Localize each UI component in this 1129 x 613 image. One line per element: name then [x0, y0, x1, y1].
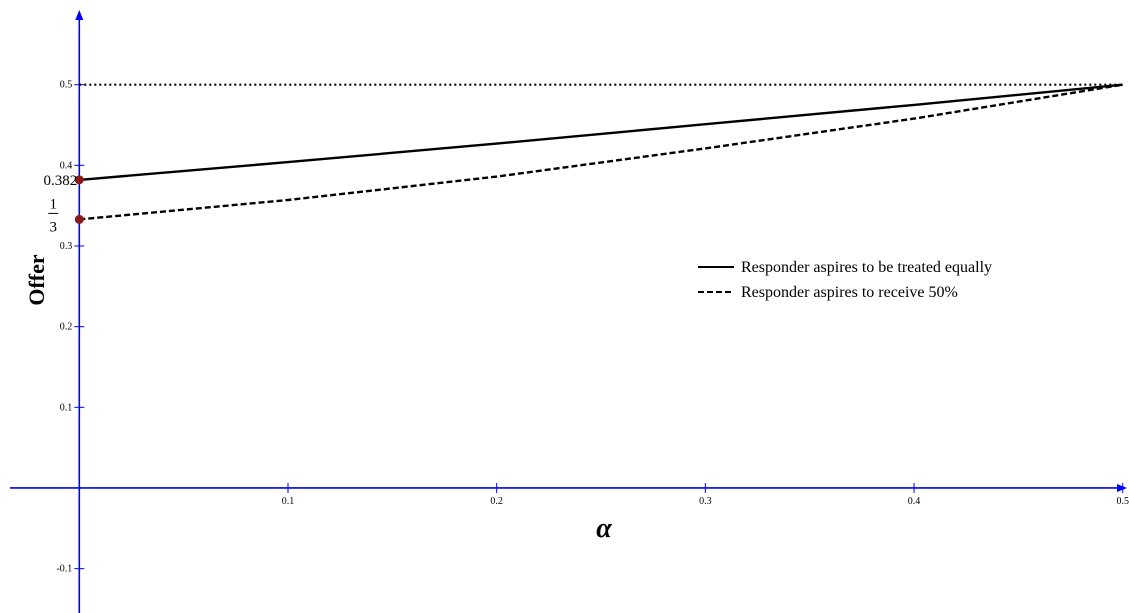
marked-point-label-numerator-1: 1: [50, 196, 58, 212]
marked-point-1: [74, 214, 84, 224]
marked-point-0: [74, 175, 84, 185]
y-tick-label-4: 0.4: [60, 160, 73, 171]
x-tick-label-2: 0.3: [699, 496, 712, 507]
y-tick-label-0: -0.1: [56, 564, 72, 575]
marked-points: 0.382 1 3: [44, 173, 84, 235]
x-tick-label-3: 0.4: [908, 496, 921, 507]
y-tick-label-1: 0.1: [60, 402, 73, 413]
series-lines: [79, 83, 1123, 221]
x-axis-label: α: [596, 513, 612, 544]
legend-label-1: Responder aspires to receive 50%: [741, 284, 958, 301]
axis-ticks: 0.1 0.2 0.3 0.4 0.5 -0.1 0.1 0.2 0.3 0.4 0.5: [56, 80, 1129, 575]
y-tick-label-5: 0.5: [60, 80, 73, 91]
y-axis-label: Offer: [24, 254, 49, 306]
y-axis-arrow: [75, 10, 84, 20]
x-tick-label-1: 0.2: [490, 496, 503, 507]
y-tick-label-3: 0.3: [60, 241, 73, 252]
x-tick-label-0: 0.1: [282, 496, 295, 507]
y-tick-label-2: 0.2: [60, 322, 73, 333]
marked-point-label-denominator-1: 3: [50, 219, 58, 235]
axes: [10, 10, 1127, 613]
series-line-1: [79, 83, 1123, 221]
x-tick-label-4: 0.5: [1116, 496, 1129, 507]
legend: Responder aspires to be treated equally R…: [698, 259, 992, 301]
marked-point-label-0: 0.382: [44, 173, 78, 189]
x-axis-arrow: [1117, 483, 1127, 492]
series-line-0: [79, 83, 1123, 182]
legend-label-0: Responder aspires to be treated equally: [741, 259, 992, 276]
